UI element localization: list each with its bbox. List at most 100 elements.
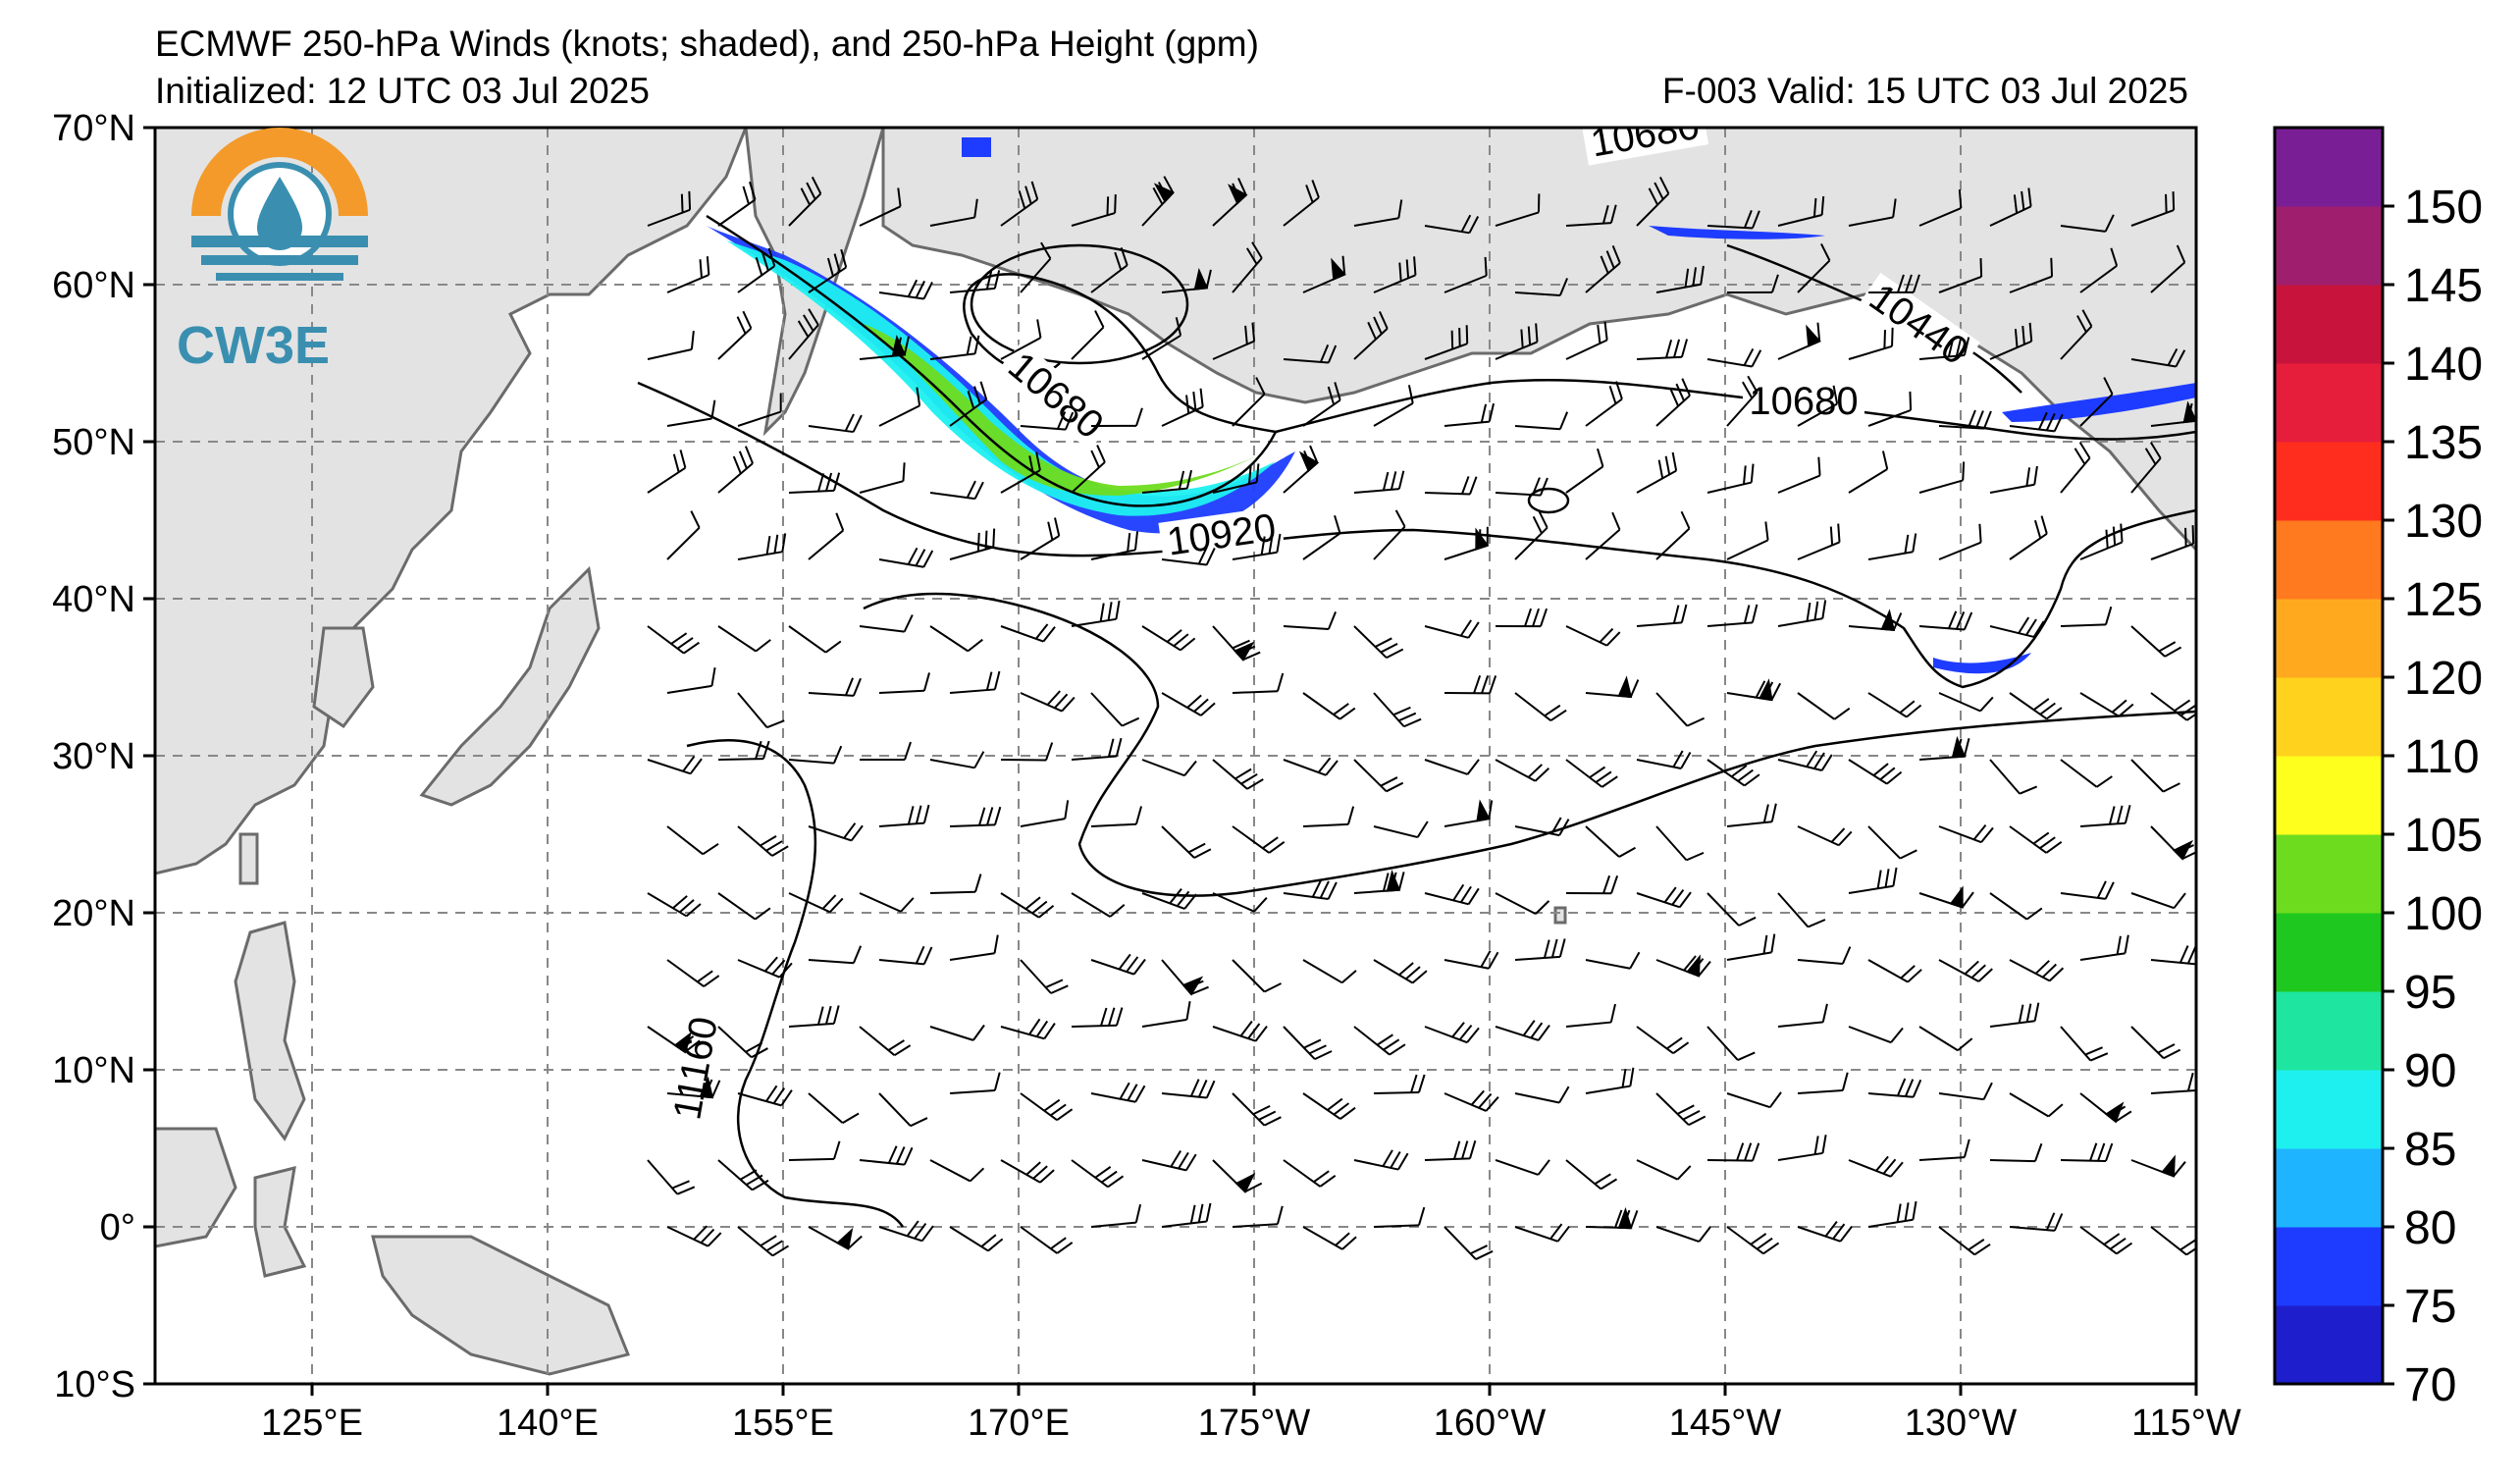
colorbar-segment <box>2275 1227 2383 1306</box>
wind-barb <box>808 413 863 434</box>
wind-barb <box>929 1159 985 1183</box>
lat-label: 70°N <box>52 108 135 149</box>
wind-barb <box>1726 803 1777 827</box>
wind-barb <box>1161 547 1216 566</box>
wind-barb <box>1918 189 1963 227</box>
wind-barb <box>1283 344 1338 364</box>
wind-barb <box>2060 309 2093 360</box>
wind-barb <box>1706 759 1760 787</box>
wind-barb <box>1212 322 1256 360</box>
lon-label: 115°W <box>2131 1403 2241 1444</box>
wind-barb <box>2009 959 2065 982</box>
wind-barb <box>1020 1092 1074 1121</box>
wind-barb <box>878 804 930 827</box>
colorbar-segment <box>2275 363 2383 443</box>
wind-barb <box>1141 317 1182 360</box>
wind-barb <box>1232 1092 1282 1127</box>
wind-barb <box>1424 1139 1477 1161</box>
colorbar-segment <box>2275 520 2383 600</box>
wind-barb <box>1444 526 1490 560</box>
wind-barb <box>1797 1072 1849 1094</box>
wind-barb <box>1636 750 1692 769</box>
wind-barb <box>2060 1026 2109 1062</box>
wind-barb <box>1071 1007 1124 1028</box>
wind-barb <box>1848 759 1903 785</box>
wind-barb <box>1918 885 1974 909</box>
wind-barb <box>1424 759 1480 775</box>
contour-10680-west <box>706 214 1278 507</box>
wind-barb <box>2150 1226 2196 1256</box>
wind-barb <box>859 187 902 227</box>
wind-barb <box>1848 327 1894 360</box>
wind-barb <box>737 247 776 293</box>
wind-barb <box>1989 322 2033 360</box>
lat-labels: 70°N 60°N 50°N 40°N 30°N 20°N 10°N 0° 10… <box>52 108 135 1405</box>
wind-barb <box>1867 1200 1917 1228</box>
wind-barb <box>737 1085 793 1107</box>
wind-barb <box>2130 191 2176 227</box>
wind-barb <box>1565 1159 1618 1191</box>
wind-barb <box>1585 1206 1639 1230</box>
wind-barb <box>1232 1205 1284 1228</box>
wind-barb <box>1514 692 1567 722</box>
lon-label: 140°E <box>497 1403 599 1444</box>
colorbar-segment <box>2275 599 2383 678</box>
wind-barb <box>859 614 914 633</box>
contour-11160-loop <box>863 592 2196 897</box>
wind-barb <box>1655 1092 1706 1127</box>
asia-landmass <box>155 128 748 875</box>
wind-barb <box>1777 196 1825 227</box>
wind-barb <box>1302 959 1357 984</box>
colorbar-label: 80 <box>2404 1202 2456 1254</box>
wind-barb <box>1726 678 1782 702</box>
wind-barb <box>1938 257 1983 293</box>
lon-label: 130°W <box>1905 1403 2018 1444</box>
wind-barb <box>1353 625 1404 660</box>
wind-barb <box>1071 737 1123 761</box>
contour-10920 <box>637 381 2196 689</box>
wind-barb <box>1141 1001 1191 1028</box>
wind-barb <box>737 393 782 427</box>
wind-barb <box>2009 257 2054 293</box>
wind-barb <box>1212 759 1264 790</box>
wind-barb <box>1444 402 1496 427</box>
wind-barb <box>2009 515 2048 560</box>
wind-barb <box>949 1226 1004 1252</box>
lat-label: 0° <box>100 1207 135 1248</box>
wind-barb <box>1212 625 1261 662</box>
wind-barb <box>1302 692 1356 720</box>
wind-barb <box>1232 959 1282 993</box>
wind-barb <box>1918 1026 1973 1052</box>
wind-barb <box>1090 692 1140 727</box>
wind-barb <box>878 672 931 694</box>
colorbar-segment <box>2275 442 2383 521</box>
contour-closed-low <box>970 243 1189 365</box>
wind-barb <box>1797 1220 1853 1243</box>
wind-barb <box>1141 887 1197 910</box>
wind-barb <box>1514 278 1568 297</box>
wind-barb <box>1000 181 1039 227</box>
contour-label: 10680 <box>1743 380 1864 423</box>
colorbar-segment <box>2275 128 2383 207</box>
wind-barb <box>949 806 1002 827</box>
wind-barb <box>647 190 692 227</box>
wind-barb <box>1071 600 1121 627</box>
contour-11160-west <box>686 739 905 1228</box>
logo-wave <box>216 273 343 281</box>
wind-barb <box>1989 465 2038 494</box>
wind-barb <box>1938 959 1993 982</box>
wind-barb <box>1000 1159 1055 1184</box>
wind-barb <box>1655 510 1691 560</box>
hawaii-island <box>1553 906 1567 925</box>
wind-barb <box>1353 1149 1409 1171</box>
colorbar-segment <box>2275 677 2383 757</box>
wind-barb <box>1353 870 1405 894</box>
wind-barb <box>1424 476 1478 496</box>
wind-barb <box>1565 625 1621 647</box>
lon-label: 170°E <box>968 1403 1070 1444</box>
alaska-landmass <box>881 128 2196 553</box>
wind-barb <box>1938 692 1994 713</box>
wind-barb <box>666 256 710 293</box>
wind-barb <box>647 1026 701 1054</box>
axis-ticks <box>143 126 2198 1396</box>
